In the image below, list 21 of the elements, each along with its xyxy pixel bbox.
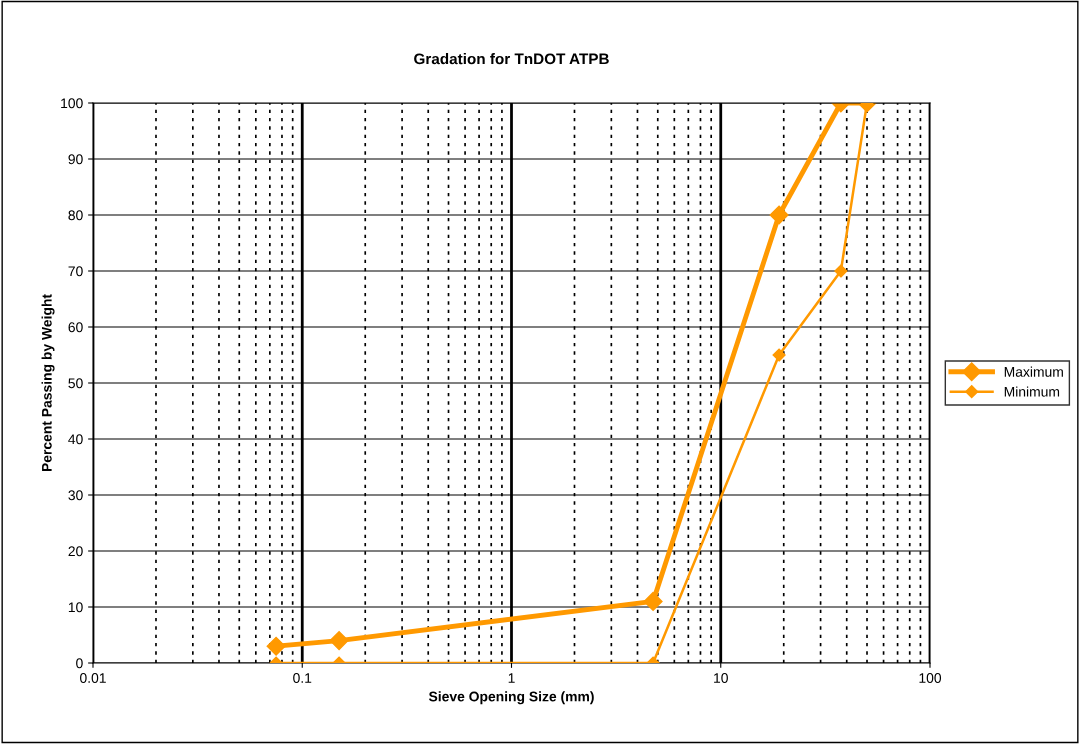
y-tick-label: 20 <box>68 546 83 557</box>
x-tick-label: 100 <box>919 673 942 683</box>
x-tick-label: 10 <box>714 673 728 683</box>
y-tick-label: 90 <box>68 154 83 165</box>
chart-title: Gradation for TnDOT ATPB <box>414 53 609 65</box>
x-tick-label: 1 <box>508 673 515 683</box>
x-tick-label: 0.01 <box>80 673 106 683</box>
y-tick-label: 0 <box>76 658 83 669</box>
y-tick-label: 60 <box>68 322 83 333</box>
y-tick-label: 70 <box>68 266 83 277</box>
y-axis-title: Percent Passing by Weight <box>41 294 55 472</box>
y-tick-label: 80 <box>68 210 83 221</box>
y-tick-label: 50 <box>68 378 83 389</box>
x-tick-label: 0.1 <box>293 673 312 683</box>
x-axis-title: Sieve Opening Size (mm) <box>428 691 594 705</box>
legend-label: Minimum <box>1004 386 1060 397</box>
y-tick-label: 10 <box>68 602 83 613</box>
y-tick-label: 30 <box>68 490 83 501</box>
y-tick-label: 40 <box>68 434 83 445</box>
legend-label: Maximum <box>1004 366 1063 377</box>
y-tick-label: 100 <box>61 98 83 109</box>
